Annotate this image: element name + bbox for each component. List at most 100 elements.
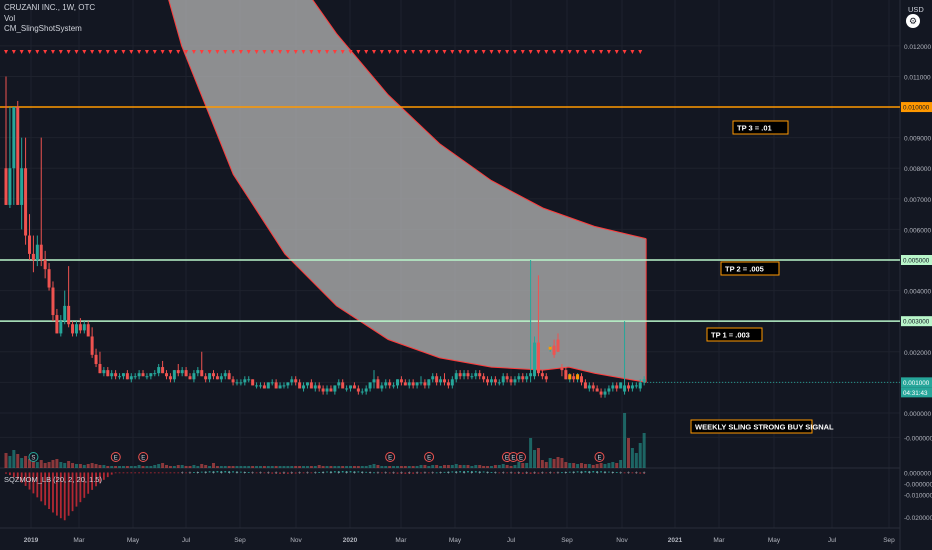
volume-bar bbox=[24, 456, 28, 468]
volume-bar bbox=[458, 465, 462, 468]
oscillator-cross: + bbox=[267, 470, 270, 476]
candle-body bbox=[270, 382, 274, 384]
oscillator-cross: + bbox=[502, 470, 505, 476]
event-marker-letter: S bbox=[31, 456, 35, 462]
oscillator-bar bbox=[44, 472, 47, 506]
tp1-annotation: TP 1 = .003 bbox=[711, 331, 750, 340]
volume-bar bbox=[125, 466, 129, 468]
time-tick-label: Nov bbox=[290, 537, 302, 544]
oscillator-cross: + bbox=[181, 470, 184, 476]
volume-bar bbox=[90, 463, 94, 468]
sling-signal-triangle bbox=[152, 50, 157, 54]
oscillator-bar bbox=[102, 472, 105, 480]
sling-signal-triangle bbox=[121, 50, 126, 54]
currency-label: USD bbox=[908, 5, 924, 14]
sling-signal-triangle bbox=[606, 50, 611, 54]
sling-signal-triangle bbox=[450, 50, 455, 54]
candle-body bbox=[439, 379, 443, 383]
volume-bar bbox=[321, 466, 325, 468]
sling-signal-triangle bbox=[82, 50, 87, 54]
volume-bar bbox=[505, 465, 509, 468]
candle-body bbox=[321, 388, 325, 392]
oscillator-bar bbox=[525, 472, 528, 474]
volume-bar bbox=[556, 457, 560, 468]
volume-bar bbox=[349, 466, 353, 468]
sling-signal-triangle bbox=[11, 50, 16, 54]
oscillator-bar bbox=[87, 472, 90, 494]
candle-body bbox=[208, 373, 212, 380]
oscillator-bar bbox=[498, 472, 501, 474]
oscillator-bar bbox=[392, 472, 395, 474]
tp1-annotation-box bbox=[706, 327, 763, 342]
volume-bar bbox=[525, 463, 529, 468]
candle-body bbox=[86, 324, 90, 337]
oscillator-cross: + bbox=[604, 470, 607, 476]
oscillator-cross: + bbox=[525, 470, 528, 476]
volume-bar bbox=[399, 466, 403, 468]
oscillator-cross: + bbox=[510, 470, 513, 476]
oscillator-bar bbox=[467, 471, 469, 473]
symbol-title[interactable]: CRUZANI INC., 1W, OTC bbox=[4, 3, 96, 12]
oscillator-bar bbox=[134, 472, 137, 474]
oscillator-cross: + bbox=[517, 470, 520, 476]
candle-body bbox=[165, 373, 169, 377]
oscillator-bar bbox=[193, 472, 195, 474]
sling-signal-triangle bbox=[74, 50, 79, 54]
candle-body bbox=[31, 253, 35, 260]
candle-body bbox=[544, 376, 548, 380]
oscillator-bar bbox=[267, 472, 270, 474]
sling-signal-triangle bbox=[4, 50, 8, 54]
oscillator-bar bbox=[388, 472, 391, 474]
time-tick-label: Jul bbox=[182, 537, 191, 544]
candle-body bbox=[247, 379, 251, 381]
volume-bar bbox=[345, 466, 349, 468]
sling-signal-triangle bbox=[144, 50, 149, 54]
oscillator-bar bbox=[365, 471, 368, 473]
volume-bar bbox=[431, 465, 435, 468]
sling-signal-triangle bbox=[113, 50, 118, 54]
volume-bar bbox=[255, 466, 259, 468]
candle-body bbox=[333, 385, 337, 392]
oscillator-bar bbox=[138, 472, 141, 474]
sling-signal-triangle bbox=[215, 50, 220, 54]
oscillator-bar bbox=[294, 472, 297, 474]
tp3-annotation: TP 3 = .01 bbox=[737, 124, 772, 133]
last-price-tag-bg bbox=[901, 377, 932, 388]
volume-bar bbox=[114, 466, 118, 468]
volume-bar bbox=[548, 458, 552, 468]
oscillator-cross: + bbox=[298, 470, 301, 476]
oscillator-bar bbox=[79, 472, 82, 503]
sling-signal-triangle bbox=[387, 50, 392, 54]
volume-bar bbox=[145, 466, 149, 468]
oscillator-cross: + bbox=[463, 470, 466, 476]
candle-body bbox=[71, 324, 75, 334]
oscillator-bar bbox=[208, 471, 211, 473]
indicator-label[interactable]: CM_SlingShotSystem bbox=[4, 24, 82, 33]
sling-signal-triangle bbox=[552, 50, 557, 54]
volume-label[interactable]: Vol bbox=[4, 13, 16, 23]
oscillator-bar bbox=[541, 472, 544, 474]
volume-bar bbox=[474, 465, 478, 468]
sling-signals bbox=[4, 50, 643, 380]
volume-bar bbox=[55, 459, 59, 468]
oscillator-label[interactable]: SQZMOM_LB (20, 2, 20, 1.5) bbox=[4, 475, 102, 484]
gear-icon[interactable]: ⚙ bbox=[906, 14, 920, 28]
oscillator-tick-label: -0.010000 bbox=[904, 493, 932, 500]
price-tick-label: 0.002000 bbox=[904, 350, 931, 357]
oscillator-bar bbox=[639, 472, 642, 474]
sling-signal-triangle bbox=[278, 50, 283, 54]
oscillator-cross: + bbox=[494, 470, 497, 476]
sling-signal-triangle bbox=[35, 50, 40, 54]
candle-body bbox=[599, 391, 603, 395]
oscillator-bar bbox=[12, 472, 15, 478]
oscillator-bar bbox=[181, 472, 184, 474]
sling-signal-triangle bbox=[50, 50, 55, 54]
candle-body bbox=[258, 385, 262, 387]
oscillator-bar bbox=[161, 472, 164, 474]
candle-body bbox=[493, 379, 497, 383]
candle-body bbox=[317, 385, 321, 389]
oscillator-cross: + bbox=[189, 470, 192, 476]
oscillator-bar bbox=[106, 472, 109, 478]
event-marker-letter: E bbox=[519, 456, 523, 462]
